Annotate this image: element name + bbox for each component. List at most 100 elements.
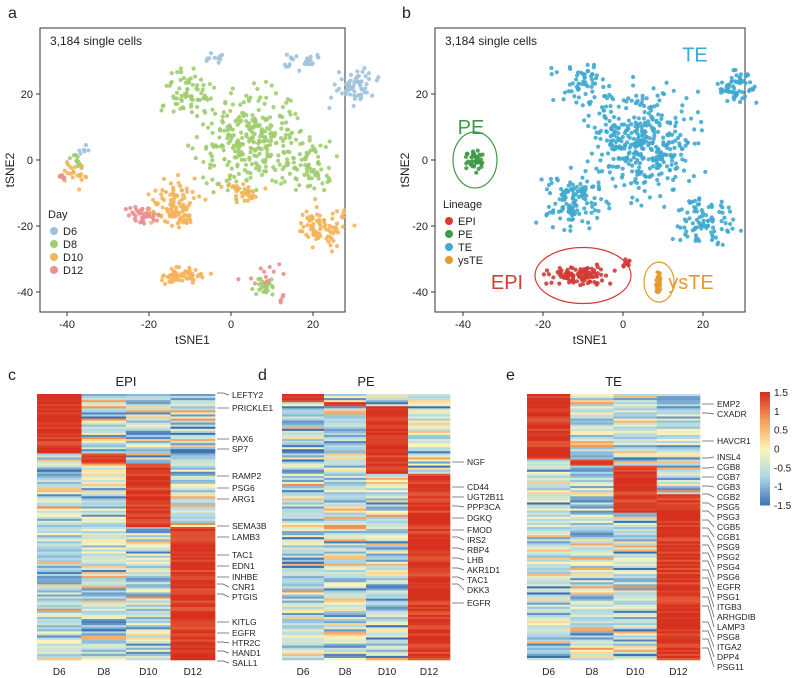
heatmap-cell [170, 406, 216, 409]
heatmap-cell [170, 449, 216, 452]
heatmap-cell [81, 516, 127, 520]
heatmap-cell [126, 516, 171, 520]
heatmap-cell [366, 647, 409, 651]
heatmap-cell [324, 455, 367, 458]
point-d8 [201, 159, 206, 165]
point-te [659, 113, 664, 118]
heatmap-cell [656, 612, 701, 616]
heatmap-cell [613, 610, 658, 614]
heatmap-cell [126, 553, 171, 556]
point-d8 [282, 179, 287, 184]
point-te [569, 89, 574, 94]
heatmap-cell [126, 492, 171, 495]
heatmap-cell [324, 481, 367, 485]
heatmap-cell [656, 439, 701, 442]
heatmap-cell [527, 508, 571, 511]
heatmap-cell [408, 580, 451, 583]
heatmap-cell [81, 500, 127, 503]
point-te [641, 180, 646, 185]
heatmap-cell [366, 502, 409, 505]
point-d8 [253, 160, 258, 166]
point-d6 [351, 83, 356, 88]
point-te [574, 192, 579, 197]
heatmap-cell [324, 426, 367, 430]
point-d8 [237, 120, 242, 125]
point-te [658, 157, 663, 162]
point-te [730, 226, 735, 231]
heatmap-cell [170, 557, 216, 561]
heatmap-cell [324, 533, 367, 536]
point-te [705, 218, 710, 223]
colorbar-segment [760, 450, 770, 453]
heatmap-cell [126, 453, 171, 456]
point-te [623, 128, 628, 133]
heatmap-cell [81, 576, 127, 579]
heatmap-cell [37, 504, 82, 507]
heatmap-cell [570, 463, 614, 466]
heatmap-cell [656, 633, 701, 636]
heatmap-cell [37, 527, 82, 530]
point-d6 [208, 51, 214, 56]
heatmap-cell [408, 453, 451, 456]
heatmap-cell [282, 492, 325, 495]
heatmap-cell [126, 621, 171, 624]
point-d12 [277, 262, 282, 267]
point-te [733, 94, 738, 99]
heatmap-cell [170, 418, 216, 421]
heatmap-cell [366, 412, 409, 415]
heatmap-cell [408, 527, 451, 530]
heatmap-cell [527, 627, 571, 630]
heatmap-cell [81, 512, 127, 516]
heatmap-cell [37, 430, 82, 434]
point-d10 [230, 185, 235, 190]
heatmap-cell [81, 430, 127, 434]
heatmap-cell [656, 547, 701, 550]
heatmap-cell [37, 551, 82, 554]
heatmap-cell [408, 504, 451, 507]
heatmap-cell [527, 610, 571, 614]
heatmap-cell [613, 635, 658, 638]
heatmap-cell [81, 439, 127, 442]
heatmap-cell [126, 406, 171, 409]
legend-marker [50, 240, 58, 248]
point-d8 [282, 150, 287, 156]
heatmap-cell [126, 455, 171, 458]
point-te [678, 132, 683, 138]
heatmap-cell [81, 504, 127, 507]
heatmap-cell [656, 653, 701, 657]
point-d8 [178, 106, 183, 111]
heatmap-cell [37, 623, 82, 626]
point-te [684, 96, 689, 101]
point-d8 [200, 87, 205, 92]
heatmap-cell [656, 649, 701, 653]
legend-title: Day [48, 209, 68, 221]
point-te [572, 186, 577, 191]
heatmap-cell [408, 641, 451, 644]
heatmap-cell [570, 461, 614, 464]
heatmap-cell [613, 467, 658, 471]
heatmap-cell [324, 490, 367, 493]
point-epi [561, 275, 567, 280]
point-d8 [273, 179, 279, 184]
heatmap-cell [408, 565, 451, 569]
point-te [717, 209, 722, 215]
heatmap-cell [324, 432, 367, 436]
heatmap-cell [37, 600, 82, 604]
heatmap-cell [366, 584, 409, 587]
point-d6 [356, 73, 361, 79]
heatmap-cell [170, 567, 216, 571]
point-te [551, 97, 556, 103]
heatmap-cell [81, 492, 127, 495]
heatmap-cell [570, 606, 614, 610]
heatmap-cell [324, 651, 367, 655]
heatmap-cell [366, 449, 409, 452]
heatmap-cell [126, 586, 171, 589]
heatmap-cell [170, 647, 216, 651]
point-te [626, 151, 631, 156]
point-te [621, 98, 626, 103]
heatmap-cell [527, 502, 571, 505]
point-d6 [343, 82, 349, 87]
heatmap-cell [613, 569, 658, 573]
point-te [651, 126, 657, 132]
heatmap-cell [570, 453, 614, 456]
